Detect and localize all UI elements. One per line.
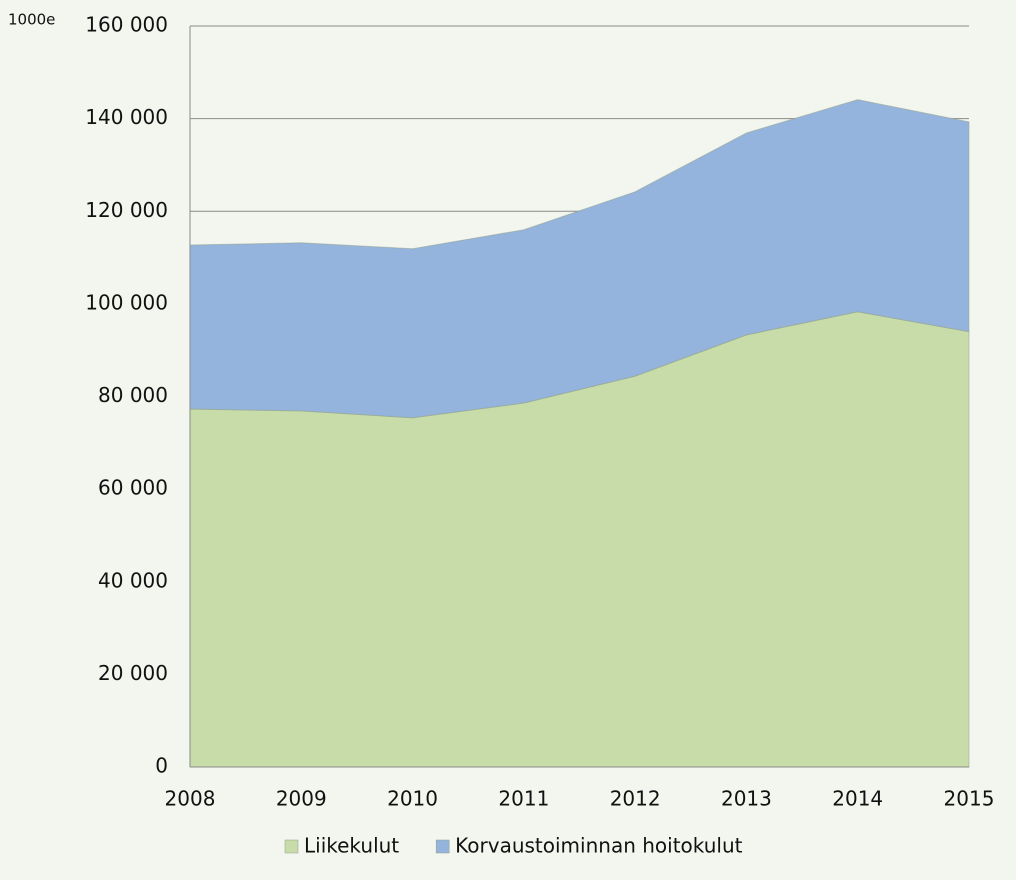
x-tick-label: 2011 bbox=[498, 787, 549, 811]
y-tick-label: 0 bbox=[155, 754, 168, 778]
legend-swatch bbox=[284, 839, 299, 854]
x-tick-label: 2012 bbox=[610, 787, 661, 811]
x-tick-label: 2010 bbox=[387, 787, 438, 811]
area bbox=[189, 99, 970, 419]
y-tick-label: 120 000 bbox=[85, 198, 168, 222]
y-tick-label: 40 000 bbox=[98, 568, 168, 592]
x-tick-label: 2009 bbox=[276, 787, 327, 811]
y-tick-label: 160 000 bbox=[85, 13, 168, 37]
legend-swatch bbox=[435, 839, 450, 854]
x-tick-label: 2008 bbox=[165, 787, 216, 811]
x-tick-label: 2014 bbox=[832, 787, 883, 811]
y-tick-label: 20 000 bbox=[98, 661, 168, 685]
x-tick-label: 2015 bbox=[944, 787, 995, 811]
y-tick-label: 100 000 bbox=[85, 290, 168, 314]
unit-label: 1000e bbox=[8, 11, 55, 29]
legend-label: Liikekulut bbox=[304, 834, 399, 858]
y-tick-label: 60 000 bbox=[98, 476, 168, 500]
y-tick-label: 80 000 bbox=[98, 383, 168, 407]
x-tick-label: 2013 bbox=[721, 787, 772, 811]
legend-label: Korvaustoiminnan hoitokulut bbox=[455, 834, 743, 858]
y-tick-label: 140 000 bbox=[85, 105, 168, 129]
